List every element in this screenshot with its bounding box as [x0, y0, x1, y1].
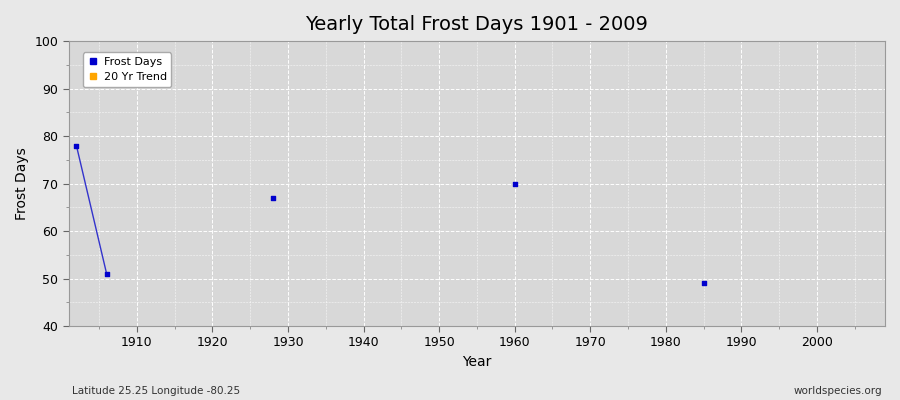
Point — [99, 270, 113, 277]
Point — [697, 280, 711, 286]
Point — [508, 180, 522, 187]
Y-axis label: Frost Days: Frost Days — [15, 147, 29, 220]
Text: worldspecies.org: worldspecies.org — [794, 386, 882, 396]
Legend: Frost Days, 20 Yr Trend: Frost Days, 20 Yr Trend — [83, 52, 171, 87]
Point — [266, 195, 280, 201]
Text: Latitude 25.25 Longitude -80.25: Latitude 25.25 Longitude -80.25 — [72, 386, 240, 396]
Point — [69, 142, 84, 149]
Title: Yearly Total Frost Days 1901 - 2009: Yearly Total Frost Days 1901 - 2009 — [305, 15, 648, 34]
X-axis label: Year: Year — [463, 355, 491, 369]
